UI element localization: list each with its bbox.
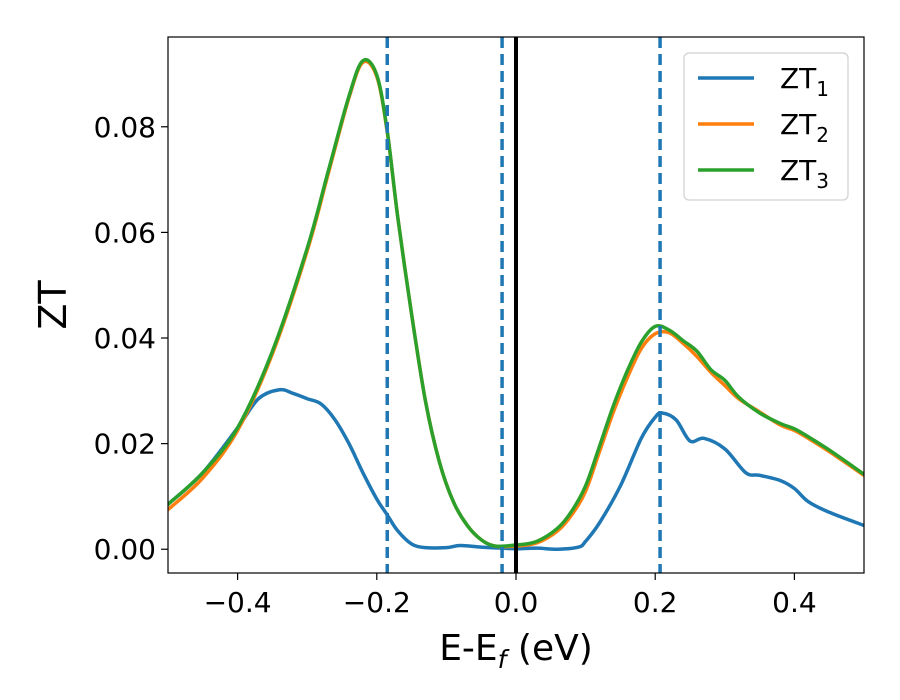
legend-label: ZT3	[780, 154, 829, 193]
y-tick-label: 0.06	[94, 216, 156, 249]
plot-area	[168, 37, 864, 573]
y-tick-label: 0.08	[94, 111, 156, 144]
legend: ZT1 ZT2 ZT3	[683, 52, 849, 201]
series-line-zt3	[168, 58, 864, 549]
y-tick-label: 0.00	[94, 533, 156, 566]
x-tick-label: −0.4	[204, 586, 272, 619]
x-tick-label: 0.0	[494, 586, 539, 619]
x-tick-label: 0.2	[633, 586, 678, 619]
x-tick-label: 0.4	[772, 586, 817, 619]
y-axis-label: ZT	[31, 280, 75, 330]
legend-label: ZT1	[780, 62, 829, 101]
y-axis: 0.00 0.02 0.04 0.06 0.08	[94, 111, 168, 566]
x-tick-label: −0.2	[343, 586, 411, 619]
x-axis-label: E-Ef (eV)	[439, 628, 593, 674]
y-tick-label: 0.04	[94, 322, 156, 355]
plot-frame	[167, 36, 865, 574]
y-tick-label: 0.02	[94, 428, 156, 461]
legend-box	[683, 52, 849, 201]
legend-label: ZT2	[780, 108, 829, 147]
x-axis: −0.4 −0.2 0.0 0.2 0.4	[204, 573, 817, 619]
